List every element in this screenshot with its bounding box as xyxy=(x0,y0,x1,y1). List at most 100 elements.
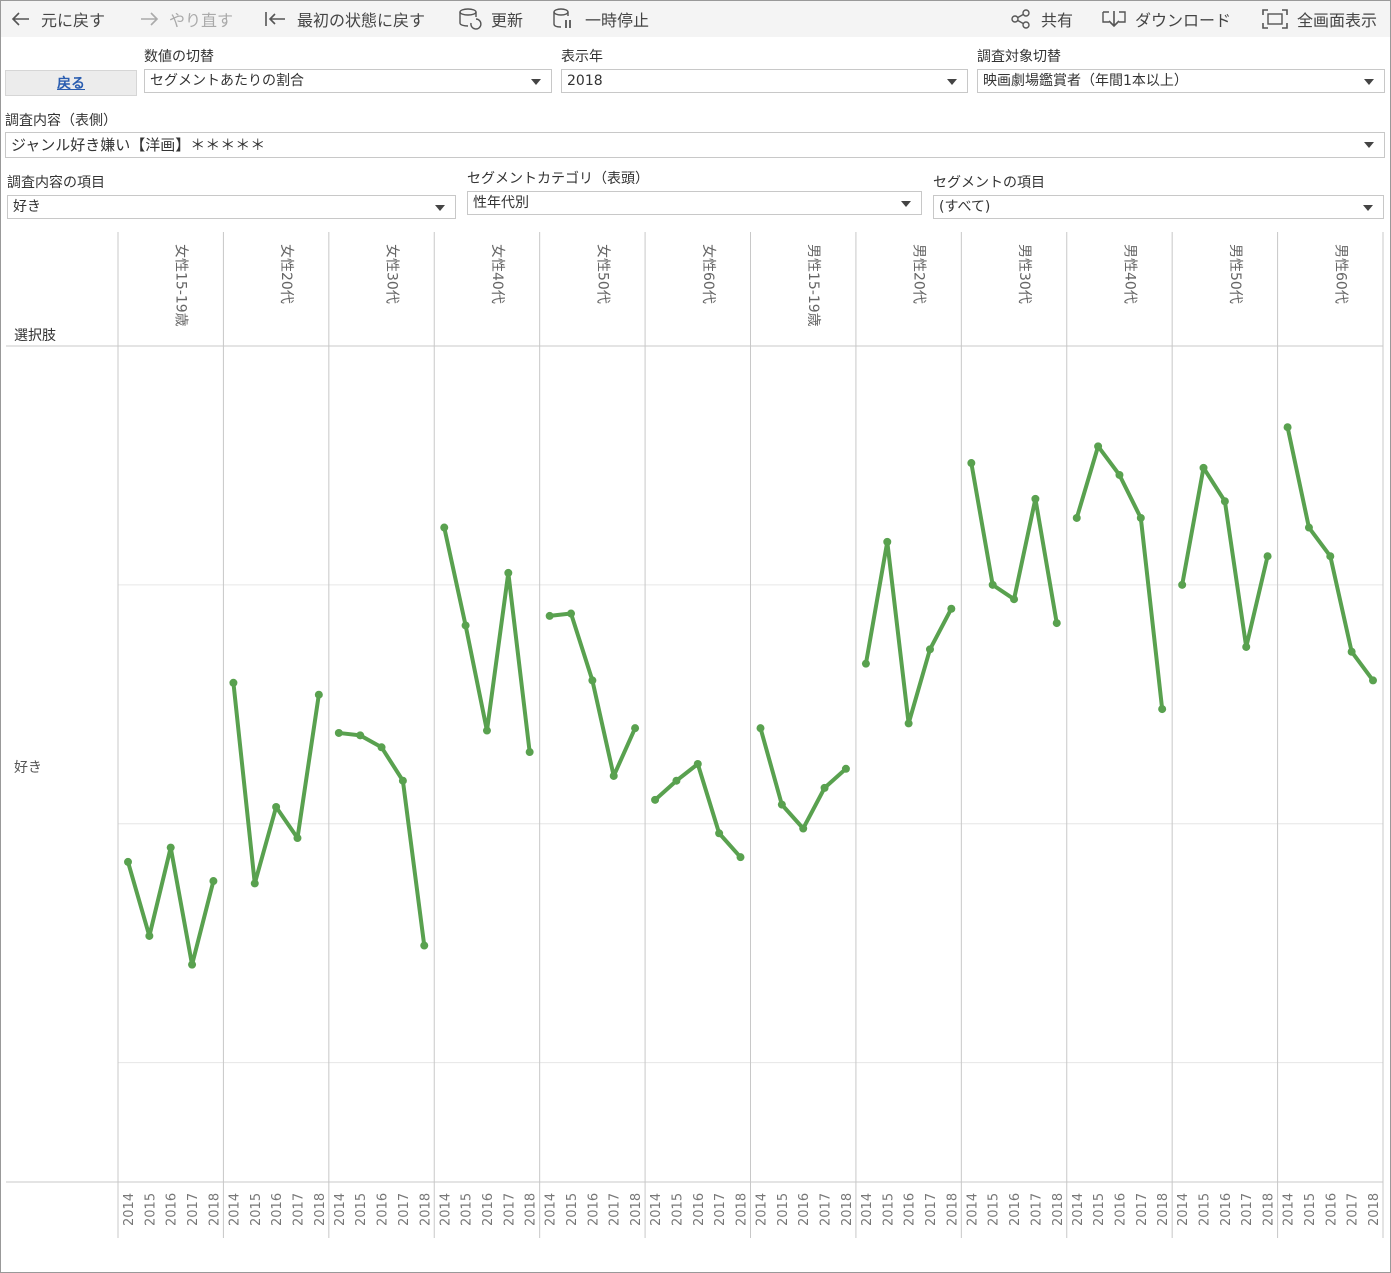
data-point xyxy=(1178,580,1187,589)
download-button[interactable]: ダウンロード xyxy=(1101,1,1231,37)
x-tick-label: 2018 xyxy=(629,1193,644,1226)
x-tick-label: 2016 xyxy=(165,1193,180,1226)
x-tick-label: 2018 xyxy=(840,1193,855,1226)
data-point xyxy=(145,931,154,940)
target-switch-dropdown[interactable]: 映画劇場鑑賞者（年間1本以上） xyxy=(977,69,1385,93)
refresh-label: 更新 xyxy=(491,11,524,30)
data-point xyxy=(334,728,343,737)
data-point xyxy=(1158,705,1167,714)
data-point xyxy=(293,834,302,843)
column-header: 女性40代 xyxy=(489,244,506,304)
x-tick-label: 2018 xyxy=(735,1193,750,1226)
x-tick-label: 2018 xyxy=(524,1193,539,1226)
data-point xyxy=(736,853,745,862)
segment-category-dropdown[interactable]: 性年代別 xyxy=(467,191,922,215)
data-point xyxy=(1072,513,1081,522)
share-icon xyxy=(1011,9,1030,29)
x-tick-label: 2016 xyxy=(1219,1193,1234,1226)
data-point xyxy=(124,857,132,866)
data-point xyxy=(651,795,660,804)
refresh-button[interactable]: 更新 xyxy=(457,1,523,37)
data-point xyxy=(440,523,449,532)
data-point xyxy=(398,776,407,785)
data-point xyxy=(356,731,365,740)
data-point xyxy=(545,611,554,620)
download-label: ダウンロード xyxy=(1135,11,1232,30)
data-point xyxy=(1031,494,1040,503)
x-tick-label: 2017 xyxy=(291,1193,306,1226)
x-tick-label: 2018 xyxy=(1262,1193,1277,1226)
data-point xyxy=(314,690,323,699)
back-button[interactable]: 戻る xyxy=(5,70,137,96)
data-point xyxy=(229,678,238,687)
series-line xyxy=(863,539,954,726)
undo-button[interactable]: 元に戻す xyxy=(9,1,105,37)
pause-button[interactable]: 一時停止 xyxy=(551,1,649,37)
redo-button[interactable]: やり直す xyxy=(137,1,233,37)
x-tick-label: 2017 xyxy=(924,1193,939,1226)
data-point xyxy=(861,659,870,668)
x-tick-label: 2018 xyxy=(313,1193,328,1226)
series-line xyxy=(126,845,216,967)
column-header: 女性15-19歳 xyxy=(173,244,190,327)
data-point xyxy=(272,802,281,811)
segment-category-value: 性年代別 xyxy=(473,195,529,211)
arrow-left-icon xyxy=(11,12,29,26)
display-year-dropdown[interactable]: 2018 xyxy=(561,69,968,93)
x-tick-label: 2014 xyxy=(1071,1193,1086,1226)
chevron-down-icon xyxy=(901,201,911,207)
x-tick-label: 2017 xyxy=(1029,1193,1044,1226)
survey-content-dropdown[interactable]: ジャンル好き嫌い【洋画】＊＊＊＊＊ xyxy=(5,132,1385,158)
series-line xyxy=(547,611,638,778)
value-switch-label: 数値の切替 xyxy=(144,49,214,65)
x-tick-label: 2017 xyxy=(819,1193,834,1226)
share-button[interactable]: 共有 xyxy=(1009,1,1073,37)
data-point xyxy=(525,748,534,757)
x-tick-label: 2015 xyxy=(670,1193,685,1226)
x-tick-label: 2018 xyxy=(418,1193,433,1226)
share-label: 共有 xyxy=(1041,11,1074,30)
x-tick-label: 2018 xyxy=(1367,1193,1382,1226)
x-tick-label: 2015 xyxy=(776,1193,791,1226)
revert-button[interactable]: 最初の状態に戻す xyxy=(263,1,425,37)
survey-item-dropdown[interactable]: 好き xyxy=(7,195,456,219)
data-point xyxy=(1326,552,1335,561)
survey-item-value: 好き xyxy=(13,199,41,215)
data-point xyxy=(420,941,429,950)
column-header: 女性30代 xyxy=(384,244,401,304)
undo-label: 元に戻す xyxy=(41,11,106,30)
chevron-down-icon xyxy=(1364,79,1374,85)
display-year-label: 表示年 xyxy=(561,49,603,65)
x-tick-label: 2016 xyxy=(903,1193,918,1226)
segment-item-dropdown[interactable]: (すべて) xyxy=(933,195,1384,219)
column-header: 女性20代 xyxy=(278,244,295,304)
value-switch-dropdown[interactable]: セグメントあたりの割合 xyxy=(144,69,552,93)
x-tick-label: 2014 xyxy=(860,1193,875,1226)
x-tick-label: 2015 xyxy=(354,1193,369,1226)
x-tick-label: 2018 xyxy=(1051,1193,1066,1226)
chevron-down-icon xyxy=(435,205,445,211)
survey-content-label: 調査内容（表側） xyxy=(5,113,117,129)
data-point xyxy=(609,771,618,780)
survey-content-value: ジャンル好き嫌い【洋画】＊＊＊＊＊ xyxy=(11,136,266,154)
x-tick-label: 2016 xyxy=(270,1193,285,1226)
fullscreen-button[interactable]: 全画面表示 xyxy=(1261,1,1377,37)
x-tick-label: 2016 xyxy=(1113,1193,1128,1226)
data-point xyxy=(461,621,470,630)
value-switch-value: セグメントあたりの割合 xyxy=(150,73,304,89)
data-point xyxy=(672,776,681,785)
x-tick-label: 2014 xyxy=(122,1193,137,1226)
fullscreen-icon xyxy=(1262,9,1288,29)
data-point xyxy=(756,724,765,733)
x-tick-label: 2014 xyxy=(333,1193,348,1226)
data-point xyxy=(188,960,197,969)
x-tick-label: 2016 xyxy=(586,1193,601,1226)
x-tick-label: 2017 xyxy=(1346,1193,1361,1226)
pause-label: 一時停止 xyxy=(585,11,650,30)
x-tick-label: 2015 xyxy=(1092,1193,1107,1226)
chevron-down-icon xyxy=(531,79,541,85)
series-line xyxy=(336,730,427,948)
column-header: 女性50代 xyxy=(594,244,611,304)
x-tick-label: 2015 xyxy=(1303,1193,1318,1226)
data-point xyxy=(1136,513,1145,522)
